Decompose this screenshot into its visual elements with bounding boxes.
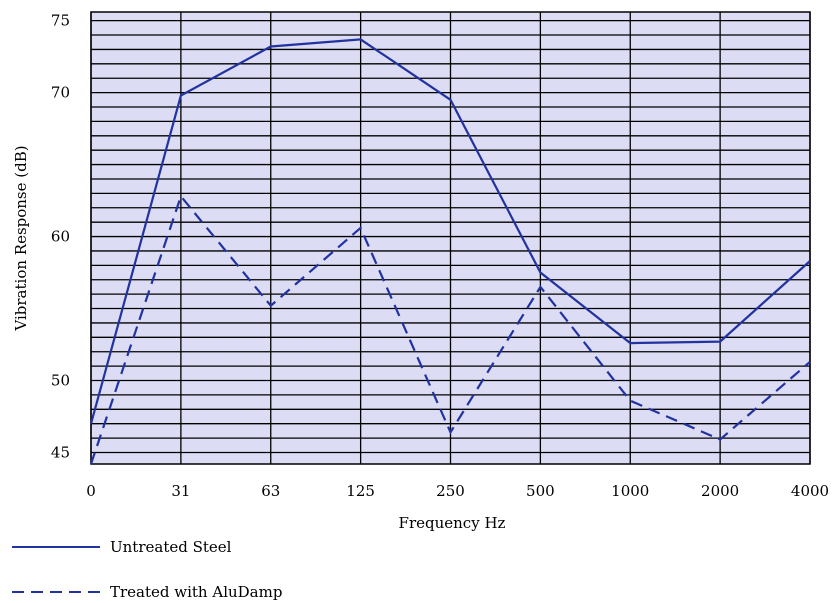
grid-lines bbox=[90, 11, 811, 465]
x-tick-label: 63 bbox=[261, 482, 280, 500]
y-tick-label: 50 bbox=[51, 372, 70, 390]
x-tick-label: 31 bbox=[171, 482, 190, 500]
plot-border bbox=[90, 11, 811, 465]
series-line-treated-aludamp bbox=[89, 194, 811, 465]
series-line-untreated-steel bbox=[89, 38, 811, 424]
legend: Untreated Steel Treated with AluDamp bbox=[12, 538, 282, 601]
legend-label-treated: Treated with AluDamp bbox=[110, 583, 282, 601]
x-tick-label: 500 bbox=[526, 482, 555, 500]
x-tick-label: 1000 bbox=[611, 482, 649, 500]
y-tick-label: 45 bbox=[51, 443, 70, 461]
x-tick-label: 250 bbox=[436, 482, 465, 500]
y-axis-title: Vibration Response (dB) bbox=[12, 145, 30, 331]
x-axis-title: Frequency Hz bbox=[399, 514, 506, 532]
y-tick-label: 70 bbox=[51, 84, 70, 102]
x-tick-label: 125 bbox=[346, 482, 375, 500]
x-tick-label: 0 bbox=[86, 482, 96, 500]
x-tick-label: 2000 bbox=[701, 482, 739, 500]
x-tick-label: 4000 bbox=[791, 482, 829, 500]
tick-labels: 0 31 63 125 250 500 1000 2000 4000 45 50 60 70 75 bbox=[51, 12, 829, 500]
legend-label-untreated: Untreated Steel bbox=[110, 538, 232, 556]
series-layer bbox=[89, 38, 811, 465]
y-tick-label: 75 bbox=[51, 12, 70, 30]
y-tick-label: 60 bbox=[51, 228, 70, 246]
